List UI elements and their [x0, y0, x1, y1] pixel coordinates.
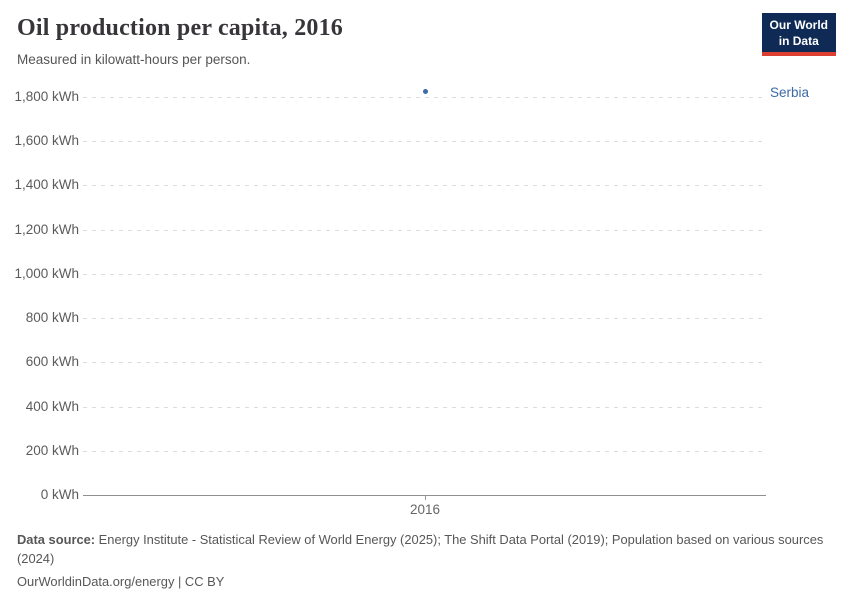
gridline [83, 229, 766, 231]
gridline [83, 318, 766, 320]
x-axis-line [83, 495, 766, 496]
gridline [83, 406, 766, 408]
y-axis-tick-label: 1,800 kWh [14, 89, 79, 104]
y-axis-tick-label: 1,000 kWh [14, 265, 79, 281]
y-axis-tick-label: 1,600 kWh [14, 133, 79, 149]
y-axis-tick-label: 600 kWh [25, 354, 79, 370]
chart-subtitle: Measured in kilowatt-hours per person. [17, 52, 251, 67]
owid-logo-line2: in Data [778, 33, 819, 48]
gridline [83, 97, 766, 98]
y-axis-tick-label: 800 kWh [25, 310, 79, 326]
data-source-label: Data source: [17, 532, 96, 547]
gridline [83, 185, 766, 187]
data-point-serbia[interactable] [423, 89, 428, 95]
owid-logo-line1: Our World [769, 18, 828, 32]
y-axis-tick-label: 1,400 kWh [14, 177, 79, 193]
x-axis-tick [425, 495, 426, 500]
chart-footer: Data source: Energy Institute - Statisti… [17, 531, 829, 592]
owid-logo[interactable]: Our World in Data [761, 13, 836, 57]
license-note: OurWorldinData.org/energy | CC BY [17, 574, 225, 590]
y-axis-tick-label: 400 kWh [25, 398, 79, 414]
entity-label-serbia[interactable]: Serbia [770, 85, 810, 101]
x-axis-tick-label: 2016 [409, 502, 441, 517]
data-source-line: Data source: Energy Institute - Statisti… [17, 531, 829, 568]
y-axis-tick-label: 200 kWh [25, 442, 79, 458]
page-title: Oil production per capita, 2016 [17, 15, 344, 41]
gridline [83, 362, 766, 364]
data-source-text: Energy Institute - Statistical Review of… [17, 532, 824, 566]
y-axis-tick-label: 1,200 kWh [14, 221, 79, 237]
gridline [83, 450, 766, 452]
y-axis-tick-label: 0 kWh [40, 487, 79, 502]
gridline [83, 273, 766, 275]
gridline [83, 141, 766, 143]
